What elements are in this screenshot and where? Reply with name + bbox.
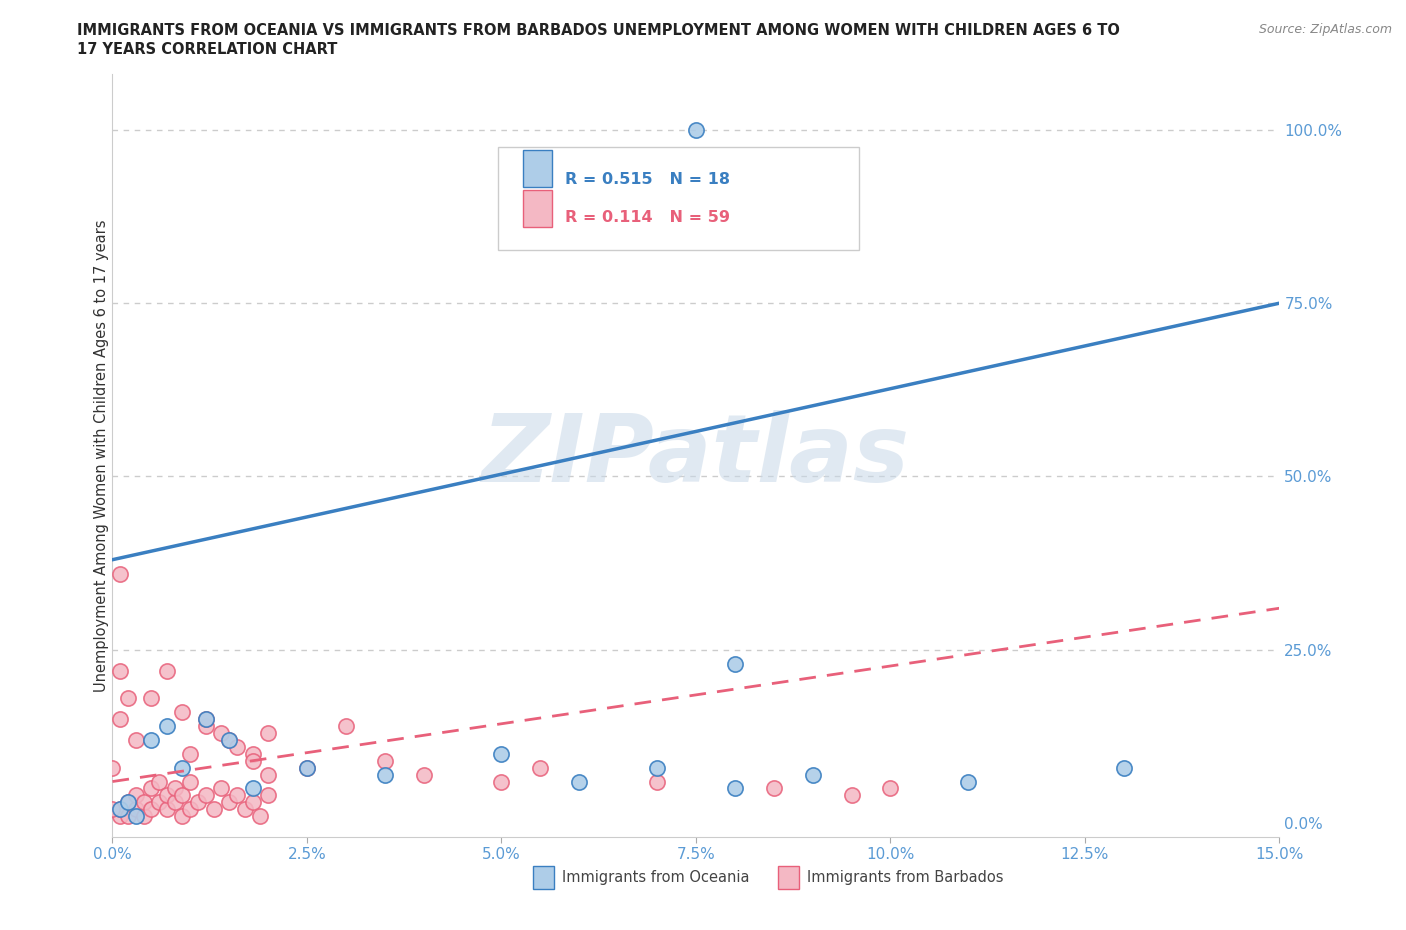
Point	[125, 809, 148, 824]
Point	[101, 760, 124, 775]
Point	[491, 774, 513, 789]
Point	[1112, 760, 1135, 775]
Point	[117, 691, 139, 706]
Point	[762, 781, 785, 796]
Point	[645, 774, 668, 789]
Point	[218, 733, 240, 748]
Point	[242, 795, 264, 810]
Point	[226, 788, 249, 803]
Point	[179, 774, 201, 789]
Point	[226, 739, 249, 754]
Point	[841, 788, 863, 803]
Bar	[523, 191, 553, 227]
Point	[233, 802, 256, 817]
Point	[194, 788, 217, 803]
Text: ZIPatlas: ZIPatlas	[482, 410, 910, 501]
Point	[117, 795, 139, 810]
Point	[156, 802, 179, 817]
Text: 17 YEARS CORRELATION CHART: 17 YEARS CORRELATION CHART	[77, 42, 337, 57]
Point	[295, 760, 318, 775]
Point	[257, 767, 280, 782]
Point	[374, 767, 396, 782]
Point	[110, 711, 132, 726]
Point	[194, 711, 217, 726]
Point	[163, 781, 186, 796]
Point	[110, 663, 132, 678]
Point	[568, 774, 591, 789]
Point	[179, 802, 201, 817]
Point	[110, 802, 132, 817]
Point	[172, 788, 194, 803]
Point	[141, 733, 163, 748]
Text: R = 0.515   N = 18: R = 0.515 N = 18	[565, 172, 730, 187]
Point	[148, 795, 170, 810]
Point	[249, 809, 271, 824]
Point	[218, 733, 240, 748]
Point	[179, 747, 201, 762]
Point	[724, 781, 747, 796]
Point	[132, 809, 155, 824]
Bar	[533, 866, 554, 889]
Bar	[778, 866, 799, 889]
Point	[117, 809, 139, 824]
Point	[172, 705, 194, 720]
Point	[209, 725, 232, 740]
Point	[218, 795, 240, 810]
Point	[156, 663, 179, 678]
Point	[801, 767, 824, 782]
Point	[209, 781, 232, 796]
Point	[412, 767, 434, 782]
Point	[125, 788, 148, 803]
Point	[172, 809, 194, 824]
Point	[257, 725, 280, 740]
Point	[156, 788, 179, 803]
Point	[335, 719, 357, 734]
Bar	[523, 150, 553, 187]
Point	[957, 774, 980, 789]
Point	[295, 760, 318, 775]
Point	[101, 802, 124, 817]
Point	[117, 795, 139, 810]
Text: IMMIGRANTS FROM OCEANIA VS IMMIGRANTS FROM BARBADOS UNEMPLOYMENT AMONG WOMEN WIT: IMMIGRANTS FROM OCEANIA VS IMMIGRANTS FR…	[77, 23, 1121, 38]
Text: Immigrants from Barbados: Immigrants from Barbados	[807, 870, 1004, 885]
Point	[685, 123, 707, 138]
Point	[141, 802, 163, 817]
Point	[132, 795, 155, 810]
Point	[172, 760, 194, 775]
FancyBboxPatch shape	[498, 147, 859, 250]
Point	[194, 719, 217, 734]
Point	[242, 781, 264, 796]
Point	[879, 781, 901, 796]
Point	[110, 802, 132, 817]
Point	[202, 802, 225, 817]
Point	[110, 566, 132, 581]
Point	[148, 774, 170, 789]
Text: R = 0.114   N = 59: R = 0.114 N = 59	[565, 210, 730, 225]
Point	[141, 691, 163, 706]
Point	[125, 802, 148, 817]
Y-axis label: Unemployment Among Women with Children Ages 6 to 17 years: Unemployment Among Women with Children A…	[94, 219, 108, 692]
Point	[187, 795, 209, 810]
Point	[242, 747, 264, 762]
Point	[125, 733, 148, 748]
Point	[141, 781, 163, 796]
Text: Immigrants from Oceania: Immigrants from Oceania	[562, 870, 749, 885]
Point	[491, 747, 513, 762]
Point	[194, 711, 217, 726]
Point	[724, 657, 747, 671]
Point	[163, 795, 186, 810]
Point	[645, 760, 668, 775]
Point	[257, 788, 280, 803]
Point	[110, 809, 132, 824]
Point	[242, 753, 264, 768]
Point	[156, 719, 179, 734]
Point	[374, 753, 396, 768]
Point	[529, 760, 551, 775]
Text: Source: ZipAtlas.com: Source: ZipAtlas.com	[1258, 23, 1392, 36]
